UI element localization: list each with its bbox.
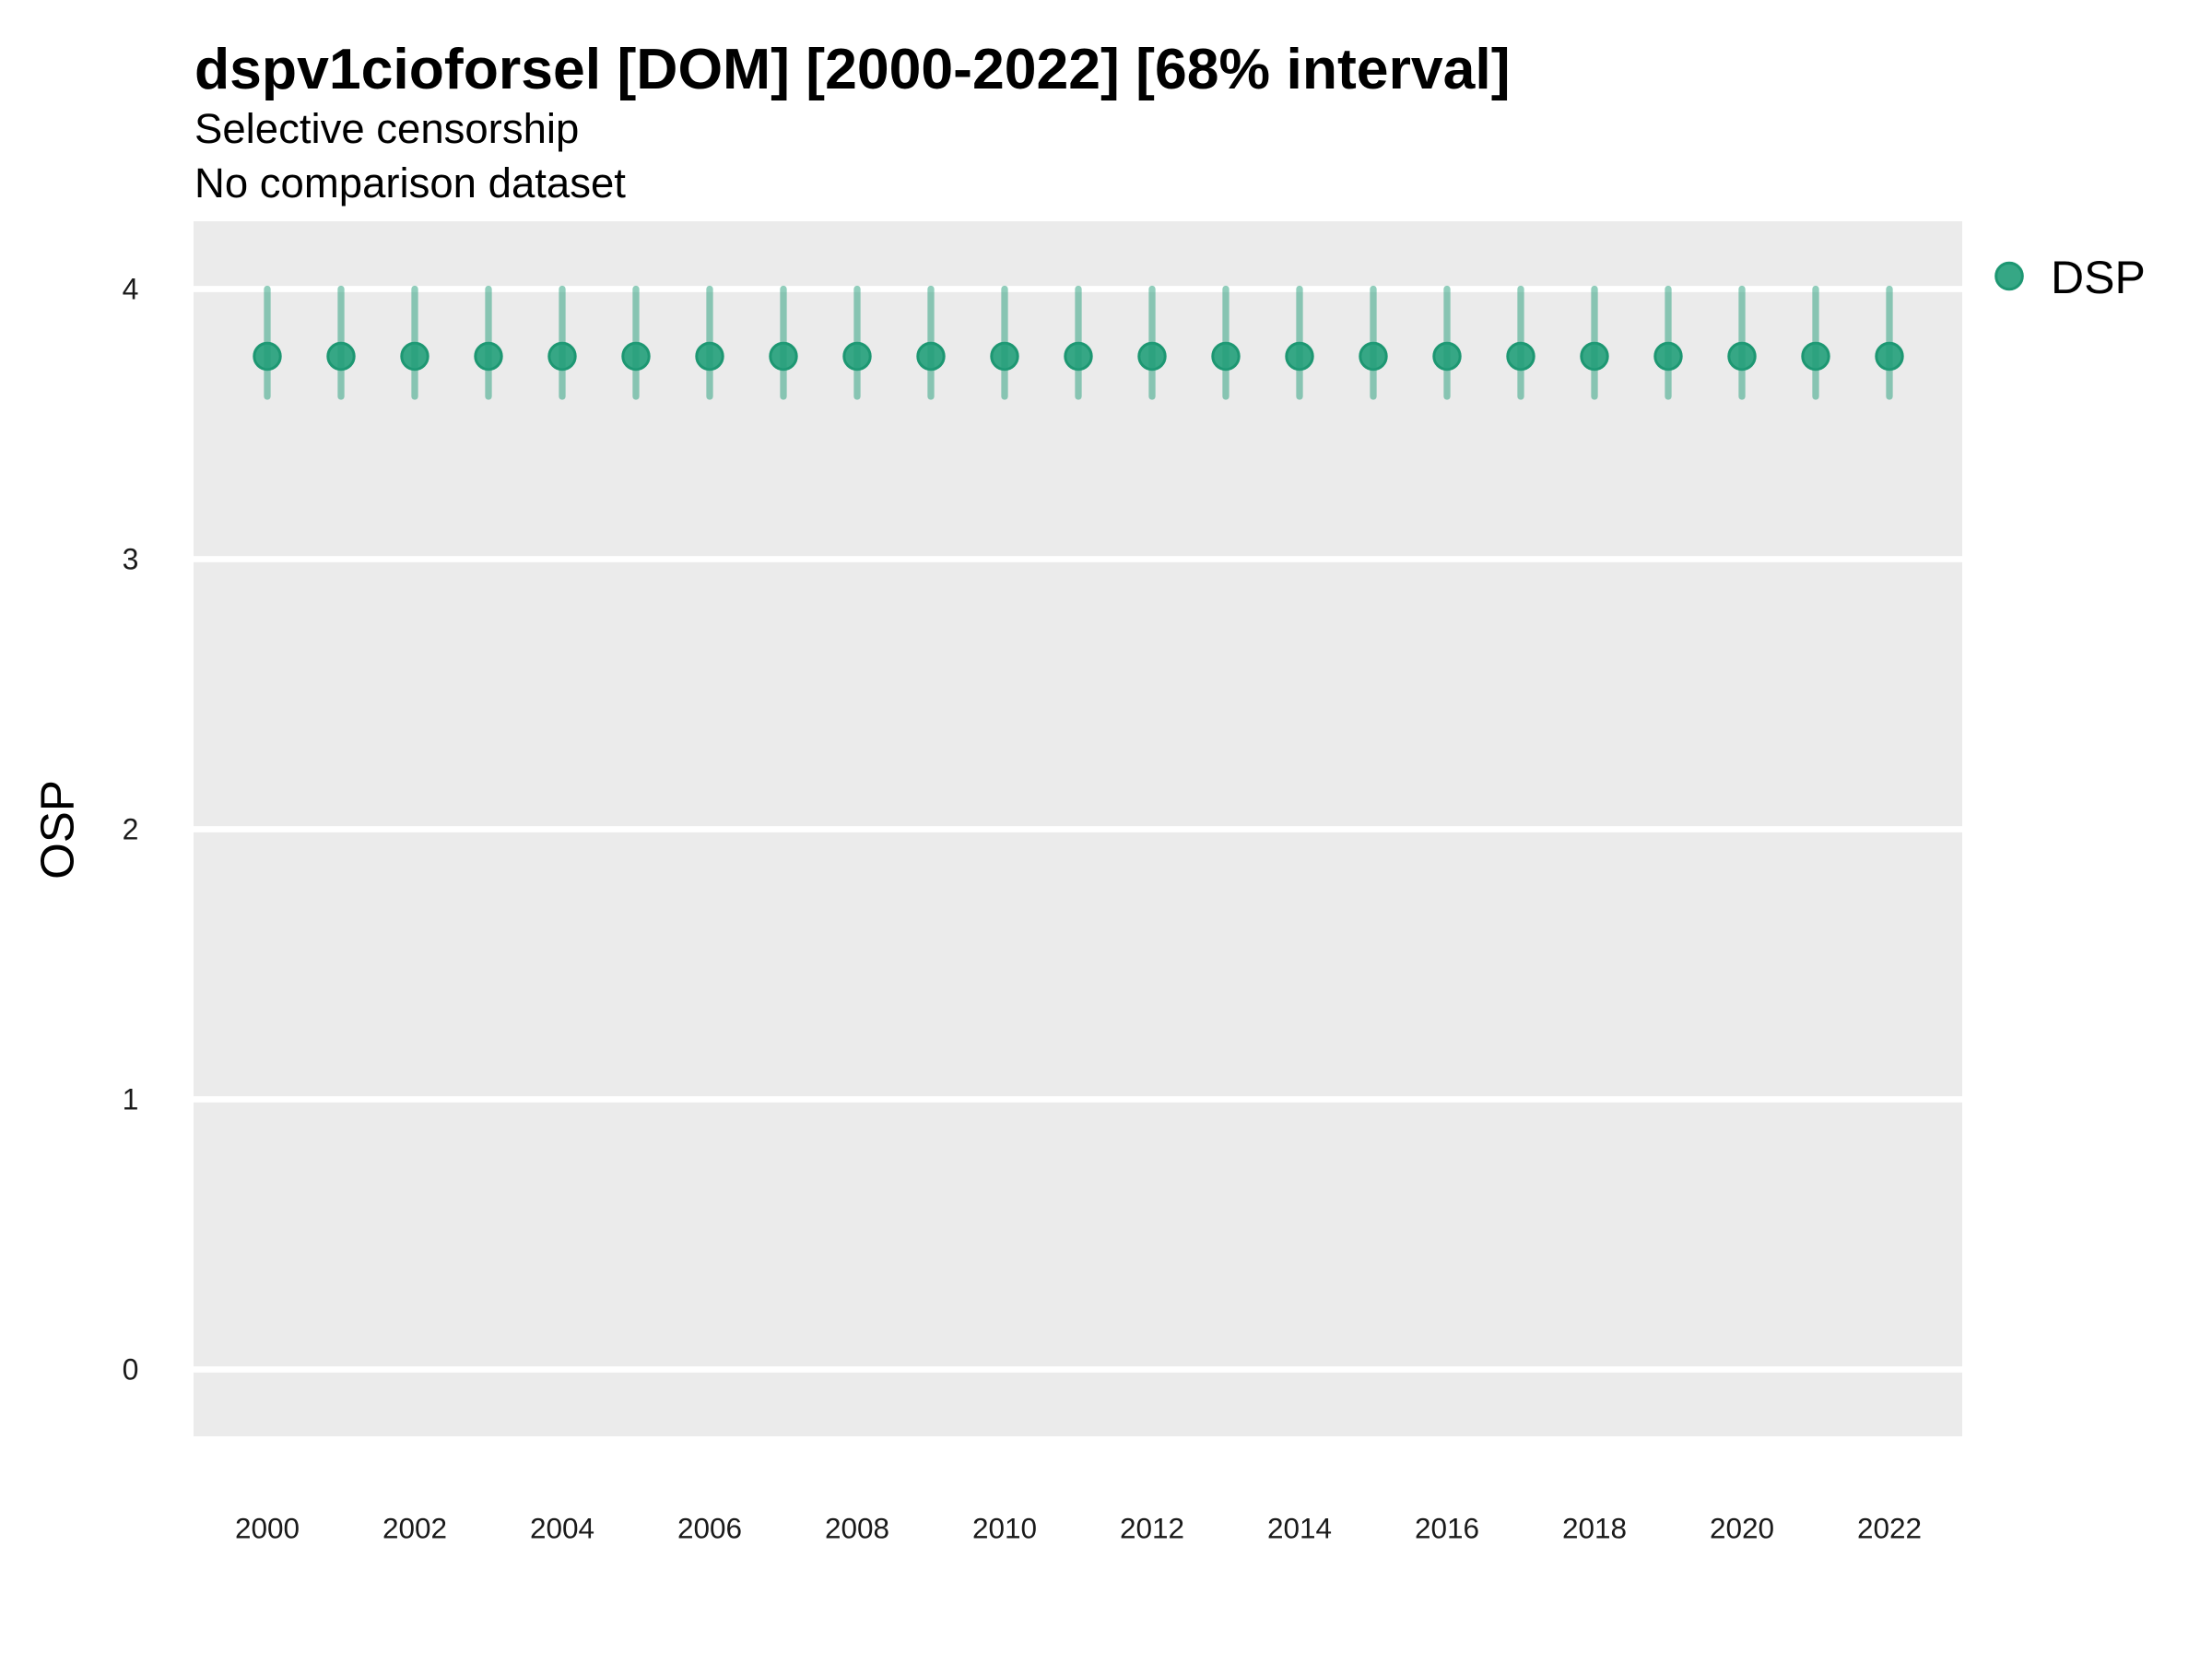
svg-text:2004: 2004	[530, 1512, 594, 1545]
svg-text:2000: 2000	[235, 1512, 300, 1545]
svg-text:Selective censorship: Selective censorship	[194, 105, 579, 152]
svg-text:2: 2	[123, 813, 139, 846]
svg-text:2010: 2010	[972, 1512, 1037, 1545]
svg-text:2018: 2018	[1562, 1512, 1627, 1545]
svg-text:1: 1	[123, 1083, 139, 1116]
svg-text:2022: 2022	[1857, 1512, 1922, 1545]
svg-text:0: 0	[123, 1353, 139, 1387]
svg-text:2008: 2008	[825, 1512, 889, 1545]
svg-text:2002: 2002	[382, 1512, 447, 1545]
svg-text:No comparison dataset: No comparison dataset	[194, 159, 626, 207]
svg-text:3: 3	[123, 543, 139, 576]
svg-text:2006: 2006	[677, 1512, 742, 1545]
svg-text:4: 4	[123, 273, 139, 306]
svg-text:OSP: OSP	[31, 780, 84, 879]
svg-text:2020: 2020	[1710, 1512, 1774, 1545]
svg-text:2016: 2016	[1415, 1512, 1479, 1545]
svg-text:2012: 2012	[1120, 1512, 1184, 1545]
svg-text:2014: 2014	[1267, 1512, 1332, 1545]
svg-text:dspv1cioforsel [DOM] [2000-202: dspv1cioforsel [DOM] [2000-2022] [68% in…	[194, 37, 1511, 101]
svg-text:DSP: DSP	[2051, 252, 2146, 303]
